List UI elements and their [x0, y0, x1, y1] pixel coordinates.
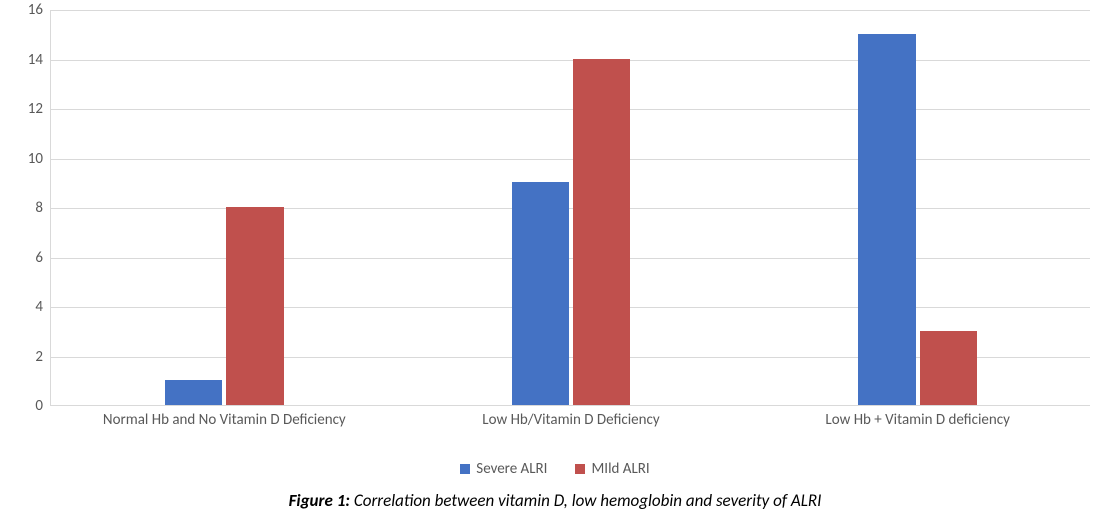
y-tick-label: 16 [28, 1, 51, 19]
legend-item: Severe ALRI [460, 460, 547, 478]
figure-text: Correlation between vitamin D, low hemog… [354, 490, 822, 511]
x-tick-label: Normal Hb and No Vitamin D Deficiency [51, 405, 398, 430]
bar [165, 380, 222, 405]
chart-container: 0 2 4 6 8 10 12 14 16 Normal Hb and No Vitamin D … [0, 0, 1110, 524]
bar [226, 207, 283, 405]
gridline [51, 307, 1090, 308]
legend: Severe ALRI MIld ALRI [0, 460, 1110, 478]
x-tick-label: Low Hb/Vitamin D Deficiency [398, 405, 745, 430]
y-tick-label: 10 [28, 150, 51, 168]
bar [858, 34, 915, 405]
legend-swatch [575, 464, 585, 474]
y-tick-label: 2 [35, 348, 51, 366]
y-tick-label: 12 [28, 100, 51, 118]
y-tick-label: 6 [35, 249, 51, 267]
bar [920, 331, 977, 405]
y-tick-label: 14 [28, 51, 51, 69]
y-tick-label: 0 [35, 397, 51, 415]
gridline [51, 258, 1090, 259]
figure-label: Figure 1: [289, 490, 350, 511]
gridline [51, 159, 1090, 160]
y-tick-label: 4 [35, 298, 51, 316]
legend-label: MIld ALRI [591, 460, 649, 478]
legend-swatch [460, 464, 470, 474]
legend-item: MIld ALRI [575, 460, 649, 478]
gridline [51, 208, 1090, 209]
figure-caption: Figure 1: Correlation between vitamin D,… [0, 490, 1110, 511]
gridline [51, 60, 1090, 61]
y-tick-label: 8 [35, 199, 51, 217]
bar [573, 59, 630, 406]
gridline [51, 109, 1090, 110]
bar [512, 182, 569, 405]
x-tick-label: Low Hb + Vitamin D deficiency [744, 405, 1091, 430]
gridline [51, 10, 1090, 11]
legend-label: Severe ALRI [476, 460, 547, 478]
plot-area: 0246810121416Normal Hb and No Vitamin D … [50, 10, 1090, 406]
